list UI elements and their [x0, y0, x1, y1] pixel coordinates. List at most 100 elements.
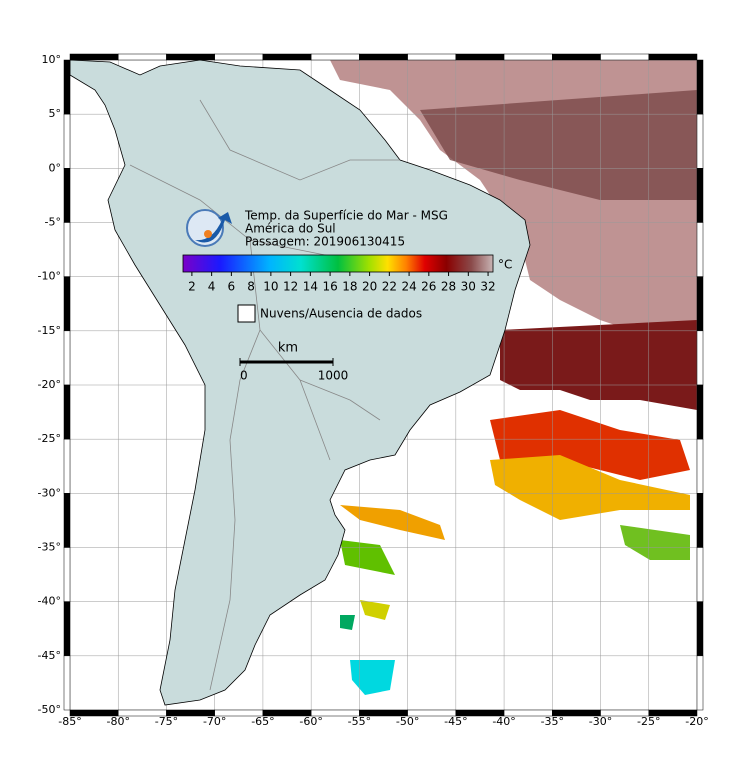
- border-segment: [503, 53, 553, 61]
- y-tick-label: -15°: [38, 324, 61, 337]
- colorbar-tick-label: 6: [228, 280, 236, 294]
- colorbar-tick-label: 28: [441, 280, 456, 294]
- x-tick-label: -70°: [203, 715, 226, 728]
- y-tick-label: -35°: [38, 541, 61, 554]
- colorbar: [182, 254, 494, 273]
- border-segment: [166, 53, 215, 61]
- colorbar-tick-label: 8: [247, 280, 255, 294]
- border-segment: [63, 330, 71, 386]
- colorbar-tick-label: 10: [263, 280, 278, 294]
- logo-dot: [204, 230, 212, 238]
- border-segment: [455, 53, 505, 61]
- border-segment: [696, 168, 704, 223]
- border-segment: [69, 53, 119, 61]
- colorbar-tick-label: 12: [283, 280, 298, 294]
- x-tick-label: -60°: [299, 715, 322, 728]
- colorbar-tick-label: 18: [342, 280, 357, 294]
- scale-unit: km: [278, 341, 298, 356]
- x-tick-label: -50°: [396, 715, 419, 728]
- colorbar-tick-label: 4: [208, 280, 216, 294]
- border-segment: [63, 655, 71, 711]
- colorbar-tick-label: 24: [401, 280, 416, 294]
- border-segment: [63, 276, 71, 332]
- y-tick-label: -10°: [38, 270, 61, 283]
- x-tick-label: -25°: [637, 715, 660, 728]
- y-tick-label: -30°: [38, 486, 61, 499]
- borders: [129, 99, 401, 691]
- y-tick-label: -25°: [38, 432, 61, 445]
- x-tick-label: -80°: [106, 715, 129, 728]
- border-segment: [696, 493, 704, 548]
- y-tick-label: -40°: [38, 595, 61, 608]
- border-segment: [696, 222, 704, 277]
- colorbar-tick-label: 20: [362, 280, 377, 294]
- colorbar-tick-label: 30: [461, 280, 476, 294]
- border-segment: [696, 113, 704, 169]
- border-segment: [117, 53, 167, 61]
- x-tick-label: -35°: [541, 715, 564, 728]
- legend: Temp. da Superfície do Mar - MSG América…: [182, 209, 512, 383]
- border-segment: [63, 601, 71, 657]
- border-segment: [262, 53, 312, 61]
- border-segment: [63, 113, 71, 169]
- border-segment: [310, 53, 360, 61]
- border-segment: [63, 59, 71, 115]
- y-tick-label: 10°: [42, 53, 62, 66]
- border-segment: [600, 53, 650, 61]
- border-segment: [696, 601, 704, 657]
- colorbar-unit: °C: [498, 258, 512, 272]
- x-tick-label: -40°: [492, 715, 515, 728]
- land: [70, 60, 531, 706]
- legend-title: América do Sul: [245, 222, 336, 236]
- colorbar-tick-label: 32: [480, 280, 495, 294]
- x-tick-label: -55°: [348, 715, 371, 728]
- no-data-label: Nuvens/Ausencia de dados: [260, 307, 422, 321]
- logo-arrow: [195, 212, 232, 243]
- y-tick-label: -20°: [38, 378, 61, 391]
- border-segment: [696, 438, 704, 494]
- x-tick-label: -65°: [251, 715, 274, 728]
- x-tick-label: -20°: [685, 715, 708, 728]
- border-segment: [552, 53, 601, 61]
- border-segment: [696, 276, 704, 332]
- y-tick-label: 5°: [49, 107, 62, 120]
- border-segment: [696, 547, 704, 602]
- frame-border: [63, 53, 704, 717]
- border-segment: [63, 222, 71, 277]
- legend-title: Passagem: 201906130415: [245, 235, 405, 249]
- border-segment: [407, 53, 457, 61]
- border-segment: [696, 384, 704, 440]
- colorbar-tick-label: 22: [382, 280, 397, 294]
- y-tick-label: -45°: [38, 649, 61, 662]
- border-segment: [63, 438, 71, 494]
- colorbar-tick-label: 26: [421, 280, 436, 294]
- y-tick-label: -5°: [45, 216, 61, 229]
- colorbar-tick-label: 2: [188, 280, 196, 294]
- x-tick-label: -30°: [589, 715, 612, 728]
- border-segment: [63, 547, 71, 602]
- scale-tick-label: 0: [240, 369, 248, 383]
- border-segment: [359, 53, 408, 61]
- border-segment: [696, 330, 704, 386]
- colorbar-tick-label: 16: [322, 280, 337, 294]
- border-segment: [214, 53, 264, 61]
- y-tick-label: -50°: [38, 703, 61, 716]
- scale-tick-label: 1000: [318, 369, 349, 383]
- legend-title: Temp. da Superfície do Mar - MSG: [244, 209, 448, 223]
- border-segment: [63, 384, 71, 440]
- border-segment: [63, 493, 71, 548]
- x-tick-label: -85°: [58, 715, 81, 728]
- no-data-swatch: [237, 304, 256, 323]
- y-tick-label: 0°: [49, 161, 62, 174]
- sst-field: [330, 60, 697, 695]
- x-tick-label: -45°: [444, 715, 467, 728]
- border-segment: [696, 655, 704, 711]
- x-tick-label: -75°: [155, 715, 178, 728]
- border-segment: [696, 59, 704, 115]
- colorbar-tick-label: 14: [303, 280, 318, 294]
- border-segment: [648, 709, 698, 717]
- map-area: [70, 60, 697, 710]
- border-segment: [648, 53, 698, 61]
- border-segment: [63, 168, 71, 223]
